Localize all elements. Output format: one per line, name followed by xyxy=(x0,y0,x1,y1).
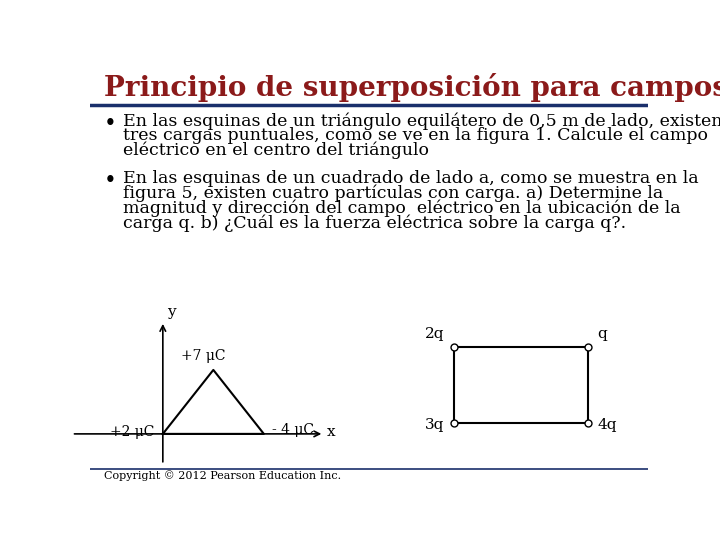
Text: •: • xyxy=(104,112,117,134)
Text: x: x xyxy=(327,425,336,439)
Text: +7 μC: +7 μC xyxy=(181,349,226,363)
Text: Copyright © 2012 Pearson Education Inc.: Copyright © 2012 Pearson Education Inc. xyxy=(104,470,341,481)
Text: +2 μC: +2 μC xyxy=(110,425,154,439)
Text: •: • xyxy=(104,170,117,192)
Text: figura 5, existen cuatro partículas con carga. a) Determine la: figura 5, existen cuatro partículas con … xyxy=(122,185,663,202)
Text: - 4 μC: - 4 μC xyxy=(272,423,314,437)
Text: 4q: 4q xyxy=(598,418,617,432)
Text: magnitud y dirección del campo  eléctrico en la ubicación de la: magnitud y dirección del campo eléctrico… xyxy=(122,200,680,217)
Text: Principio de superposición para campos eléctricos: Principio de superposición para campos e… xyxy=(104,72,720,102)
Text: eléctrico en el centro del triángulo: eléctrico en el centro del triángulo xyxy=(122,142,428,159)
Text: q: q xyxy=(598,327,608,341)
Text: 2q: 2q xyxy=(425,327,444,341)
Text: carga q. b) ¿Cuál es la fuerza eléctrica sobre la carga q?.: carga q. b) ¿Cuál es la fuerza eléctrica… xyxy=(122,214,626,232)
Text: En las esquinas de un triángulo equilátero de 0,5 m de lado, existen: En las esquinas de un triángulo equiláte… xyxy=(122,112,720,130)
Text: y: y xyxy=(167,305,176,319)
Text: En las esquinas de un cuadrado de lado a, como se muestra en la: En las esquinas de un cuadrado de lado a… xyxy=(122,170,698,187)
Text: tres cargas puntuales, como se ve en la figura 1. Calcule el campo: tres cargas puntuales, como se ve en la … xyxy=(122,127,708,144)
Text: 3q: 3q xyxy=(425,418,444,432)
